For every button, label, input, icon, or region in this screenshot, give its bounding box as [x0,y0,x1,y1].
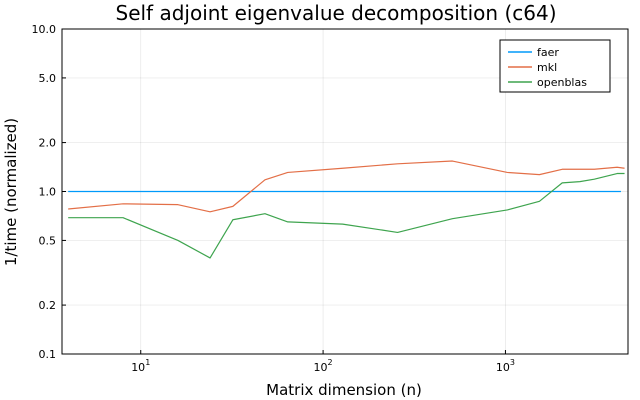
chart-title: Self adjoint eigenvalue decomposition (c… [116,1,557,25]
y-tick-label: 5.0 [39,72,57,85]
x-axis-ticks: 101 102 103 [131,350,515,374]
legend-label-openblas: openblas [537,76,587,89]
y-tick-label: 1.0 [39,186,57,199]
x-tick-label: 103 [496,358,515,374]
legend-label-mkl: mkl [537,61,557,74]
y-tick-label: 10.0 [32,23,57,36]
legend-label-faer: faer [537,46,559,59]
y-axis-ticks: 0.1 0.2 0.5 1.0 2.0 5.0 10.0 [32,23,66,361]
series-line-openblas [68,172,625,259]
legend: faer mkl openblas [499,39,611,93]
y-tick-label: 0.2 [39,299,57,312]
x-axis-label: Matrix dimension (n) [266,381,422,399]
series-lines [68,160,625,259]
x-tick-label: 101 [131,358,150,374]
y-tick-label: 0.5 [39,234,57,247]
x-tick-label: 102 [314,358,333,374]
legend-box [499,39,611,93]
y-tick-label: 2.0 [39,137,57,150]
series-line-mkl [68,160,625,213]
y-tick-label: 0.1 [39,348,57,361]
y-axis-label: 1/time (normalized) [2,118,20,266]
